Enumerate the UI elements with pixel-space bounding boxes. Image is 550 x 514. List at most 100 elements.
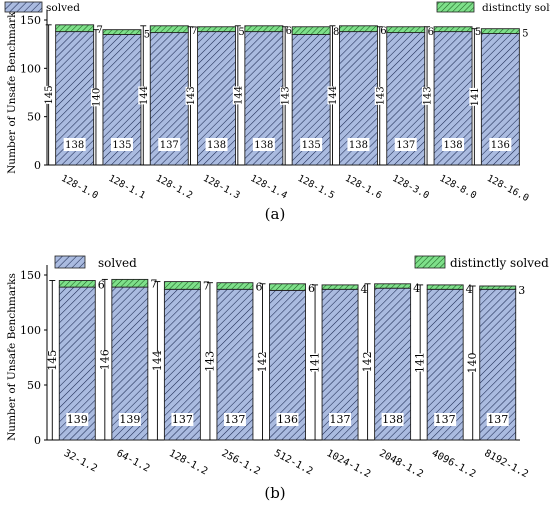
total-label: 142 [256,351,269,372]
total-label: 143 [203,351,216,372]
caption: (b) [264,484,285,502]
x-tick-label: 128-1.6 [343,173,384,202]
x-tick-label: 128-1.0 [59,173,100,202]
solved-label: 138 [444,140,463,151]
total-label: 141 [470,87,481,106]
x-tick-label: 128-1.5 [296,173,337,202]
bar-distinct [426,284,464,290]
solved-label-bg [434,413,457,426]
bar-distinct [480,28,520,34]
bar-distinct [291,26,331,35]
total-label: 145 [44,85,55,104]
x-tick-label: 128-1.1 [107,173,148,202]
distinct-label: 6 [98,279,105,292]
bar-distinct [149,25,189,34]
bar-distinct [374,283,412,289]
distinct-label: 5 [238,27,244,38]
distinct-label: 6 [308,282,315,295]
distinct-label: 7 [96,25,102,36]
total-label-bg [232,86,243,105]
solved-label: 137 [435,413,456,426]
solved-label-bg [66,413,89,426]
legend-swatch-distinct [414,255,446,269]
solved-label: 139 [67,413,88,426]
total-label-bg [415,353,426,372]
distinct-label: 6 [380,26,386,37]
bar-distinct [58,280,96,288]
bar-distinct [244,25,284,33]
total-label-bg [280,86,291,105]
solved-label-bg [110,138,133,151]
total-label-bg [374,86,385,105]
distinct-label: 8 [333,27,339,38]
bar-distinct [386,26,426,34]
solved-label: 138 [382,413,403,426]
solved-label-bg [205,138,228,151]
bar-distinct [55,24,95,33]
x-tick-label: 128-8.0 [438,173,479,202]
distinct-label: 5 [144,30,150,41]
y-tick-label: 50 [27,379,41,392]
total-label-bg [310,353,321,372]
x-tick-label: 128-3.0 [390,173,431,202]
total-label: 144 [151,350,164,371]
solved-label-bg [63,138,86,151]
solved-label-bg [223,413,246,426]
solved-label-bg [329,413,352,426]
legend-swatch-solved [4,1,43,13]
solved-label: 135 [112,140,131,151]
bar-distinct [216,282,254,290]
total-label: 144 [233,86,244,105]
bar-distinct [479,285,517,290]
total-label: 143 [375,86,386,105]
y-axis-title: Number of Unsafe Benchmarks [6,6,18,174]
legend-label-solved: solved [98,256,137,270]
total-label: 142 [361,351,374,372]
bar-distinct [433,26,473,33]
bar-distinct [321,284,359,290]
solved-label: 139 [119,413,140,426]
solved-label: 138 [207,140,226,151]
total-label: 144 [328,86,339,105]
total-label-bg [47,351,58,370]
total-label-bg [152,351,163,370]
total-label: 143 [281,86,292,105]
total-label: 143 [186,86,197,105]
distinct-label: 3 [518,284,525,297]
total-label: 145 [46,350,59,371]
legend-swatch-solved [54,255,86,269]
total-label-bg [422,86,433,105]
y-tick-label: 50 [27,111,41,124]
total-label-bg [327,86,338,105]
distinct-label: 5 [522,29,528,40]
distinct-label: 7 [150,277,157,290]
y-axis-title: Number of Unsafe Benchmarks [6,273,18,441]
legend-label-distinct: distinctly solved [482,2,550,14]
solved-label: 138 [65,140,84,151]
bar-distinct [102,29,142,35]
solved-label-bg [252,138,275,151]
solved-label-bg [300,138,323,151]
bar-distinct [111,278,149,288]
distinct-label: 4 [466,283,473,296]
total-label: 140 [466,353,479,374]
solved-label: 135 [302,140,321,151]
solved-label: 137 [224,413,245,426]
distinct-label: 6 [428,27,434,38]
legend-swatch-distinct [436,1,475,13]
total-label-bg [257,352,268,371]
distinct-label: 5 [475,27,481,38]
total-label-bg [185,86,196,105]
solved-label: 137 [487,413,508,426]
total-label-bg [362,352,373,371]
x-tick-label: 2048-1.2 [377,448,425,480]
total-label-bg [204,352,215,371]
solved-label: 138 [349,140,368,151]
solved-label-bg [347,138,370,151]
solved-label-bg [442,138,465,151]
y-tick-label: 0 [34,434,41,447]
x-tick-label: 32-1.2 [62,448,99,475]
x-tick-label: 64-1.2 [114,448,151,475]
y-tick-label: 150 [20,14,41,27]
